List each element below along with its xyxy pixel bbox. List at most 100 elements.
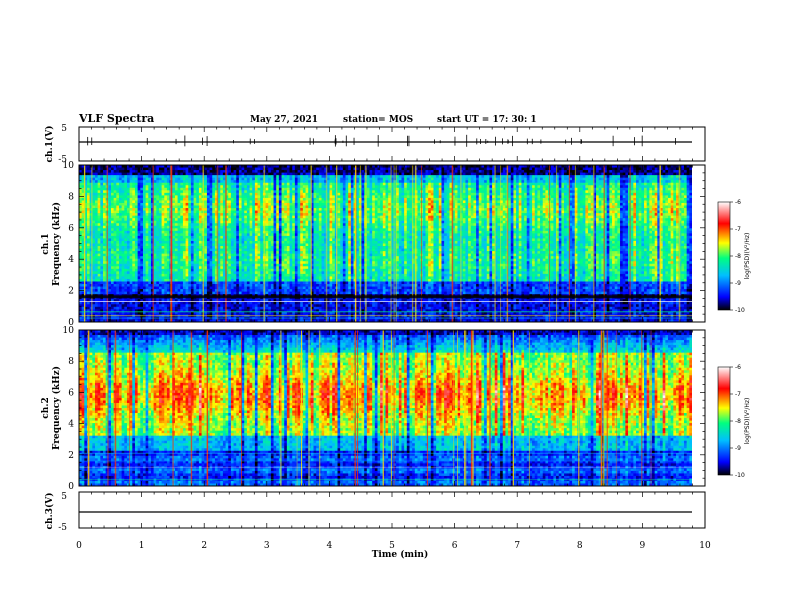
- ch1-spectrogram-cell: [252, 319, 256, 322]
- ch1-spectrogram-cell: [214, 268, 218, 272]
- ch1-spectrogram-cell: [222, 276, 226, 280]
- ch1-spectrogram-cell: [113, 286, 117, 290]
- ch1-spectrogram-cell: [166, 190, 170, 194]
- ch1-spectrogram-cell: [102, 289, 107, 292]
- ch1-spectrogram-cell: [124, 230, 128, 234]
- ch1-spectrogram-cell: [252, 248, 256, 252]
- ch1-spectrogram-cell: [236, 306, 240, 310]
- ch1-spectrogram-cell: [233, 185, 237, 189]
- ch1-spectrogram-cell: [204, 172, 208, 176]
- ch1-spectrogram-cell: [257, 225, 261, 229]
- ch1-spectrogram-cell: [79, 185, 83, 189]
- ch1-spectrogram-cell: [116, 306, 120, 310]
- ch1-spectrogram-cell: [92, 276, 96, 280]
- ch1-spectrogram-cell: [180, 248, 184, 252]
- ch1-spectrogram-cell: [188, 230, 192, 234]
- ch1-spectrogram-cell: [257, 238, 261, 242]
- ch1-spectrogram-cell: [153, 180, 157, 184]
- ch1-spectrogram-cell: [220, 238, 224, 242]
- ch1-spectrogram-cell: [94, 261, 99, 265]
- ch1-spectrogram-cell: [236, 208, 240, 211]
- ch1-spectrogram-cell: [121, 200, 125, 204]
- ch1-spectrogram-cell: [220, 271, 224, 275]
- ch1-spectrogram-cell: [265, 208, 269, 211]
- ch1-spectrogram-cell: [188, 263, 192, 267]
- ch1-spectrogram-cell: [196, 210, 200, 214]
- ch1-spectrogram-cell: [252, 301, 256, 305]
- ch1-spectrogram-cell: [241, 233, 245, 237]
- ch1-spectrogram-cell: [132, 228, 136, 232]
- ch1-spectrogram-cell: [209, 167, 213, 171]
- ch1-spectrogram-cell: [97, 278, 101, 282]
- ch1-spectrogram-cell: [113, 246, 117, 249]
- ch1-spectrogram-cell: [230, 182, 234, 186]
- ch1-spectrogram-cell: [246, 175, 250, 179]
- ch1-spectrogram-cell: [278, 218, 282, 222]
- ch1-spectrogram-cell: [214, 273, 218, 277]
- ch1-spectrogram-cell: [246, 306, 250, 310]
- ch1-spectrogram-cell: [246, 180, 250, 184]
- ch1-spectrogram-cell: [148, 240, 152, 244]
- ch1-spectrogram-cell: [233, 319, 237, 322]
- ch1-spectrogram-image: [79, 165, 692, 322]
- ch1-spectrogram-cell: [286, 185, 290, 189]
- ch1-spectrogram-cell: [222, 230, 226, 234]
- ch1-spectrogram-cell: [79, 197, 83, 201]
- ch1-spectrogram-cell: [124, 208, 128, 211]
- ch1-spectrogram-cell: [233, 273, 237, 277]
- ch1-spectrogram-cell: [113, 175, 117, 179]
- ch1-spectrogram-cell: [148, 278, 152, 282]
- ch1-spectrogram-cell: [166, 301, 170, 305]
- ch1-spectrogram-cell: [268, 271, 272, 275]
- ch1-spectrogram-cell: [124, 261, 128, 265]
- ch1-spectrogram-cell: [108, 278, 112, 282]
- ch1-spectrogram-cell: [257, 197, 261, 201]
- ch1-spectrogram-cell: [129, 200, 133, 204]
- ch1-spectrogram-cell: [209, 185, 213, 189]
- ch1-spectrogram-cell: [276, 299, 280, 303]
- ch1-spectrogram-cell: [97, 258, 101, 262]
- ch1-spectrogram-cell: [214, 301, 218, 305]
- ch1-spectrogram-cell: [225, 306, 229, 310]
- ch1-spectrogram-cell: [268, 261, 272, 265]
- ch1-spectrogram-cell: [113, 215, 117, 219]
- ch1-spectrogram-cell: [276, 311, 280, 315]
- ch1-spectrogram-cell: [212, 238, 216, 242]
- ch1-spectrogram-cell: [260, 202, 264, 206]
- ch1-spectrogram-cell: [246, 238, 250, 242]
- ch1-spectrogram-cell: [209, 180, 213, 184]
- ch1-spectrogram-cell: [177, 190, 181, 194]
- ch1-spectrogram-cell: [185, 195, 189, 199]
- ch1-spectrogram-cell: [212, 195, 216, 199]
- ch1-spectrogram-cell: [118, 251, 122, 254]
- ch1-spectrogram-cell: [260, 215, 264, 219]
- ch1-spectrogram-cell: [140, 278, 144, 282]
- ch1-spectrogram-cell: [212, 213, 216, 216]
- ch1-spectrogram-cell: [94, 225, 99, 229]
- ch1-spectrogram-cell: [87, 240, 91, 244]
- ch1-spectrogram-cell: [137, 190, 141, 194]
- ch1-spectrogram-cell: [273, 286, 277, 290]
- ch1-spectrogram-cell: [84, 256, 88, 260]
- ch1-spectrogram-cell: [126, 208, 130, 211]
- ch1-spectrogram-cell: [100, 268, 104, 272]
- ch1-spectrogram-cell: [236, 301, 240, 305]
- ch1-spectrogram-cell: [193, 170, 197, 173]
- ch1-spectrogram-cell: [220, 223, 224, 227]
- ch1-spectrogram-cell: [116, 261, 120, 265]
- ch1-spectrogram-cell: [209, 235, 213, 239]
- ch1-spectrogram-cell: [230, 299, 234, 303]
- ch1-spectrogram-cell: [236, 185, 240, 189]
- ch1-spectrogram-cell: [273, 256, 277, 260]
- ch1-spectrogram-cell: [265, 251, 269, 254]
- ch1-spectrogram-cell: [150, 301, 154, 305]
- ch1-spectrogram-cell: [214, 266, 218, 270]
- ch1-spectrogram-cell: [89, 286, 93, 290]
- ch1-spectrogram-cell: [193, 218, 197, 222]
- ch1-spectrogram-cell: [164, 187, 168, 191]
- ch1-spectrogram-cell: [284, 248, 288, 252]
- ch1-spectrogram-cell: [204, 246, 208, 249]
- ch1-spectrogram-cell: [230, 240, 234, 244]
- ch1-spectrogram-cell: [100, 175, 104, 179]
- ch1-spectrogram-cell: [193, 213, 197, 216]
